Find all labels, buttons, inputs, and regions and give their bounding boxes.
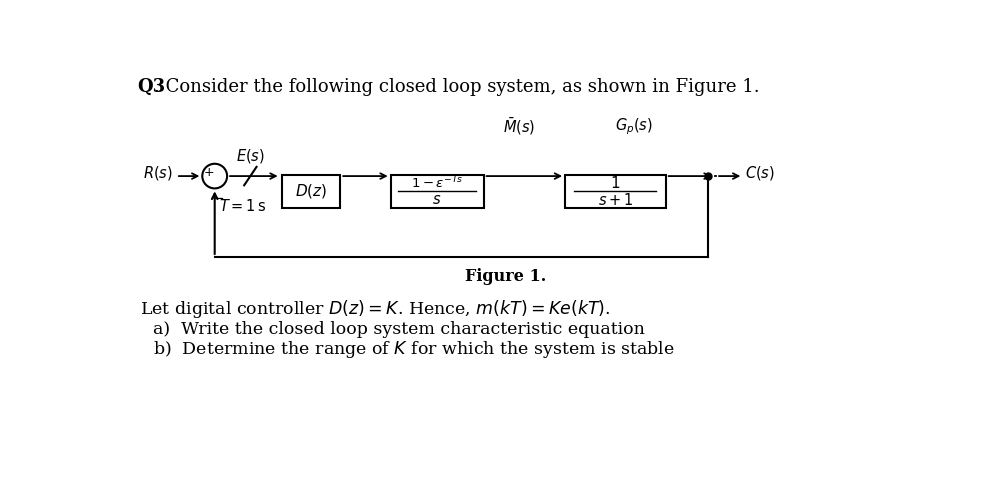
Text: $s$: $s$ — [433, 193, 442, 207]
Text: $R(s)$: $R(s)$ — [143, 164, 173, 182]
Text: $\bar{M}(s)$: $\bar{M}(s)$ — [503, 116, 535, 137]
Text: Let digital controller $D(z) = K$. Hence, $m(kT) = Ke(kT)$.: Let digital controller $D(z) = K$. Hence… — [140, 298, 611, 320]
FancyBboxPatch shape — [282, 175, 340, 209]
Text: $1$: $1$ — [610, 175, 620, 191]
Text: $s+1$: $s+1$ — [598, 192, 633, 208]
Text: $T=1\,\mathrm{s}$: $T=1\,\mathrm{s}$ — [219, 198, 266, 214]
Text: b)  Determine the range of $K$ for which the system is stable: b) Determine the range of $K$ for which … — [153, 339, 674, 360]
Text: Q3: Q3 — [137, 78, 166, 95]
Text: $D(z)$: $D(z)$ — [295, 183, 327, 200]
Text: $G_p(s)$: $G_p(s)$ — [615, 116, 654, 137]
Text: Figure 1.: Figure 1. — [464, 268, 546, 285]
Text: $+$: $+$ — [203, 166, 214, 179]
Text: $C(s)$: $C(s)$ — [744, 164, 775, 182]
Text: a)  Write the closed loop system characteristic equation: a) Write the closed loop system characte… — [153, 321, 645, 338]
FancyBboxPatch shape — [390, 175, 483, 209]
Text: $E(s)$: $E(s)$ — [237, 147, 265, 165]
Text: . Consider the following closed loop system, as shown in Figure 1.: . Consider the following closed loop sys… — [154, 78, 760, 95]
Text: $1-\varepsilon^{-Ts}$: $1-\varepsilon^{-Ts}$ — [411, 175, 463, 191]
FancyBboxPatch shape — [565, 175, 666, 209]
Text: $-$: $-$ — [211, 190, 224, 204]
